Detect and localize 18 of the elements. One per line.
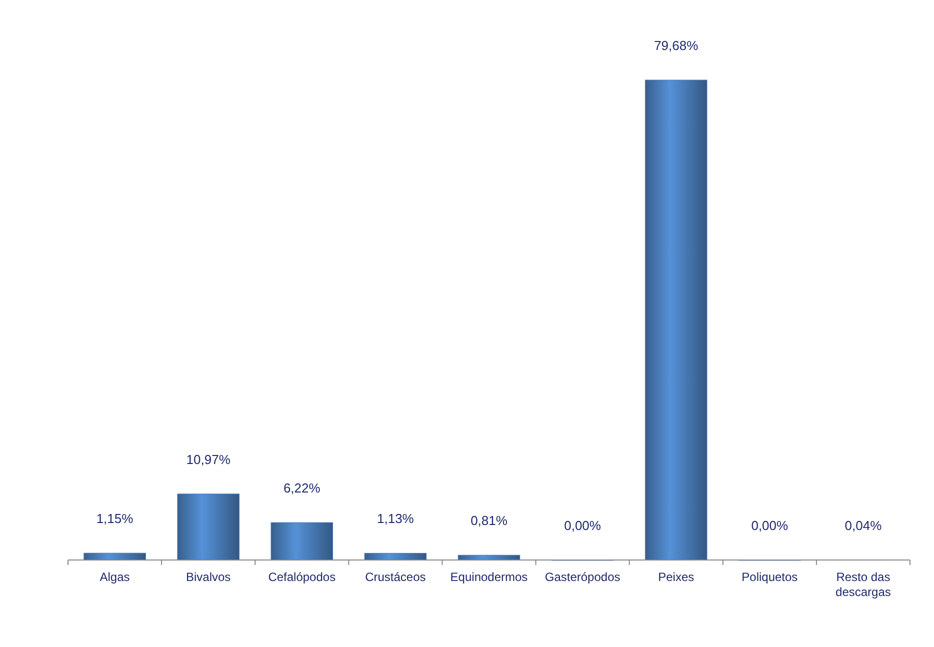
data-label: 10,97%	[186, 452, 231, 467]
x-tick-label: Algas	[100, 570, 130, 584]
x-tick-label: Crustáceos	[365, 570, 426, 584]
data-label: 1,15%	[96, 511, 134, 526]
data-label: 0,00%	[751, 518, 789, 533]
x-tick-label: Bivalvos	[186, 570, 231, 584]
x-tick-label: Cefalópodos	[268, 570, 336, 584]
x-tick-label: Peixes	[658, 570, 694, 584]
x-tick-label: Poliquetos	[742, 570, 798, 584]
x-tick-label: Equinodermos	[450, 570, 528, 584]
x-tick-label: Resto das descargas	[836, 570, 891, 599]
data-label: 6,22%	[283, 480, 321, 496]
data-label: 1,13%	[377, 511, 414, 526]
x-tick-label: Gasterópodos	[544, 570, 620, 584]
data-label: 0,04%	[844, 518, 882, 533]
data-label: 0,00%	[564, 518, 602, 533]
data-label: 0,81%	[470, 513, 508, 528]
data-label: 79,68%	[654, 38, 699, 53]
